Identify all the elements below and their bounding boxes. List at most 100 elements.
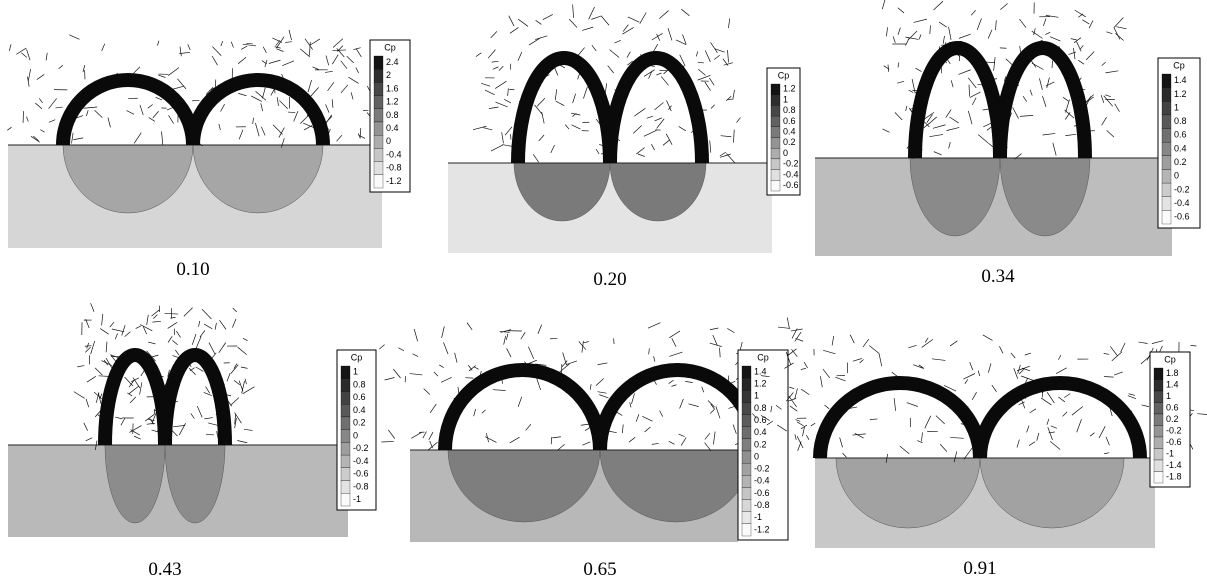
velocity-vector <box>565 125 569 129</box>
colorbar-swatch <box>742 512 751 524</box>
velocity-vector <box>657 119 665 129</box>
velocity-vector <box>583 342 588 343</box>
velocity-vector <box>1066 100 1070 113</box>
velocity-vector <box>950 341 957 346</box>
colorbar-tick-label: -0.6 <box>353 469 369 479</box>
velocity-vector <box>1104 354 1109 355</box>
velocity-vector <box>261 127 265 135</box>
velocity-vector <box>1078 60 1084 64</box>
velocity-vector <box>582 27 593 30</box>
velocity-vector <box>1027 426 1029 433</box>
velocity-vector <box>191 413 195 418</box>
velocity-vector <box>869 345 879 353</box>
velocity-vector <box>219 320 226 329</box>
velocity-vector <box>1043 133 1056 135</box>
velocity-vector <box>220 104 224 111</box>
colorbar-tick-label: 1 <box>353 367 358 377</box>
velocity-vector <box>795 434 796 439</box>
colorbar-swatch <box>1154 460 1163 472</box>
velocity-vector <box>571 113 580 115</box>
velocity-vector <box>485 437 496 443</box>
velocity-vector <box>196 336 201 349</box>
velocity-vector <box>1074 48 1075 59</box>
velocity-vector <box>933 125 946 129</box>
colorbar-tick-label: 0 <box>386 136 391 146</box>
velocity-vector <box>300 116 308 124</box>
panel-caption: 0.91 <box>963 558 996 579</box>
velocity-vector <box>1019 19 1026 28</box>
velocity-vector <box>840 437 843 447</box>
velocity-vector <box>978 370 979 376</box>
velocity-vector <box>950 437 964 438</box>
velocity-vector <box>710 343 722 347</box>
velocity-vector <box>1104 453 1109 454</box>
velocity-vector <box>1053 143 1056 156</box>
velocity-vector <box>657 34 660 41</box>
velocity-vector <box>933 1 942 10</box>
velocity-vector <box>1152 341 1163 344</box>
colorbar-swatch <box>374 109 383 122</box>
colorbar-tick-label: 0.4 <box>1174 143 1187 153</box>
velocity-vector <box>601 16 609 26</box>
colorbar-tick-label: 0.8 <box>783 105 796 115</box>
velocity-vector <box>936 416 945 424</box>
velocity-vector <box>609 431 617 433</box>
colorbar-tick-label: -0.4 <box>783 169 799 179</box>
colorbar-swatch <box>742 500 751 512</box>
velocity-vector <box>379 345 384 349</box>
velocity-vector <box>705 51 710 62</box>
velocity-vector <box>206 434 214 435</box>
velocity-vector <box>804 362 807 368</box>
velocity-vector <box>233 308 237 312</box>
colorbar-tick-label: 0.8 <box>1174 116 1187 126</box>
velocity-vector <box>493 67 499 69</box>
colorbar-title: Cp <box>384 42 396 52</box>
velocity-vector <box>853 358 862 361</box>
velocity-vector <box>253 118 254 124</box>
velocity-vector <box>184 308 193 317</box>
colorbar-swatch <box>374 175 383 188</box>
velocity-vector <box>1046 82 1055 86</box>
velocity-vector <box>1121 343 1125 352</box>
velocity-vector <box>518 52 522 61</box>
colorbar-tick-label: 0.8 <box>386 110 399 120</box>
velocity-vector <box>1089 20 1093 28</box>
cavity-band <box>610 58 702 163</box>
velocity-vector <box>506 334 508 340</box>
velocity-vector <box>1116 27 1126 29</box>
colorbar-swatch <box>742 427 751 439</box>
velocity-vector <box>300 49 309 57</box>
colorbar-title: Cp <box>351 352 363 362</box>
velocity-vector <box>410 374 423 375</box>
velocity-vector <box>398 348 404 351</box>
velocity-vector <box>347 56 354 63</box>
velocity-vector <box>152 321 160 322</box>
velocity-vector <box>656 73 661 75</box>
velocity-vector <box>86 438 93 441</box>
velocity-vector <box>666 134 672 145</box>
velocity-vector <box>251 96 262 101</box>
velocity-vector <box>1090 433 1094 436</box>
colorbar-tick-label: 0 <box>754 451 759 461</box>
colorbar-tick-label: 0.6 <box>1166 403 1179 413</box>
velocity-vector <box>521 332 525 339</box>
velocity-vector <box>272 38 282 43</box>
velocity-vector <box>1047 419 1049 425</box>
velocity-vector <box>610 50 620 58</box>
colorbar-swatch <box>1162 197 1171 211</box>
velocity-vector <box>710 140 711 152</box>
velocity-vector <box>893 36 895 42</box>
colorbar-tick-label: -0.2 <box>1174 184 1190 194</box>
velocity-vector <box>1197 414 1207 415</box>
velocity-vector <box>491 31 497 38</box>
velocity-vector <box>95 110 103 117</box>
velocity-vector <box>598 363 608 365</box>
velocity-vector <box>649 71 653 79</box>
colorbar-tick-label: 0.6 <box>353 392 366 402</box>
velocity-vector <box>1104 376 1114 377</box>
colorbar-swatch <box>374 56 383 69</box>
velocity-vector <box>1037 433 1039 441</box>
velocity-vector <box>660 410 663 416</box>
velocity-vector <box>1065 134 1076 135</box>
velocity-vector <box>596 378 604 385</box>
